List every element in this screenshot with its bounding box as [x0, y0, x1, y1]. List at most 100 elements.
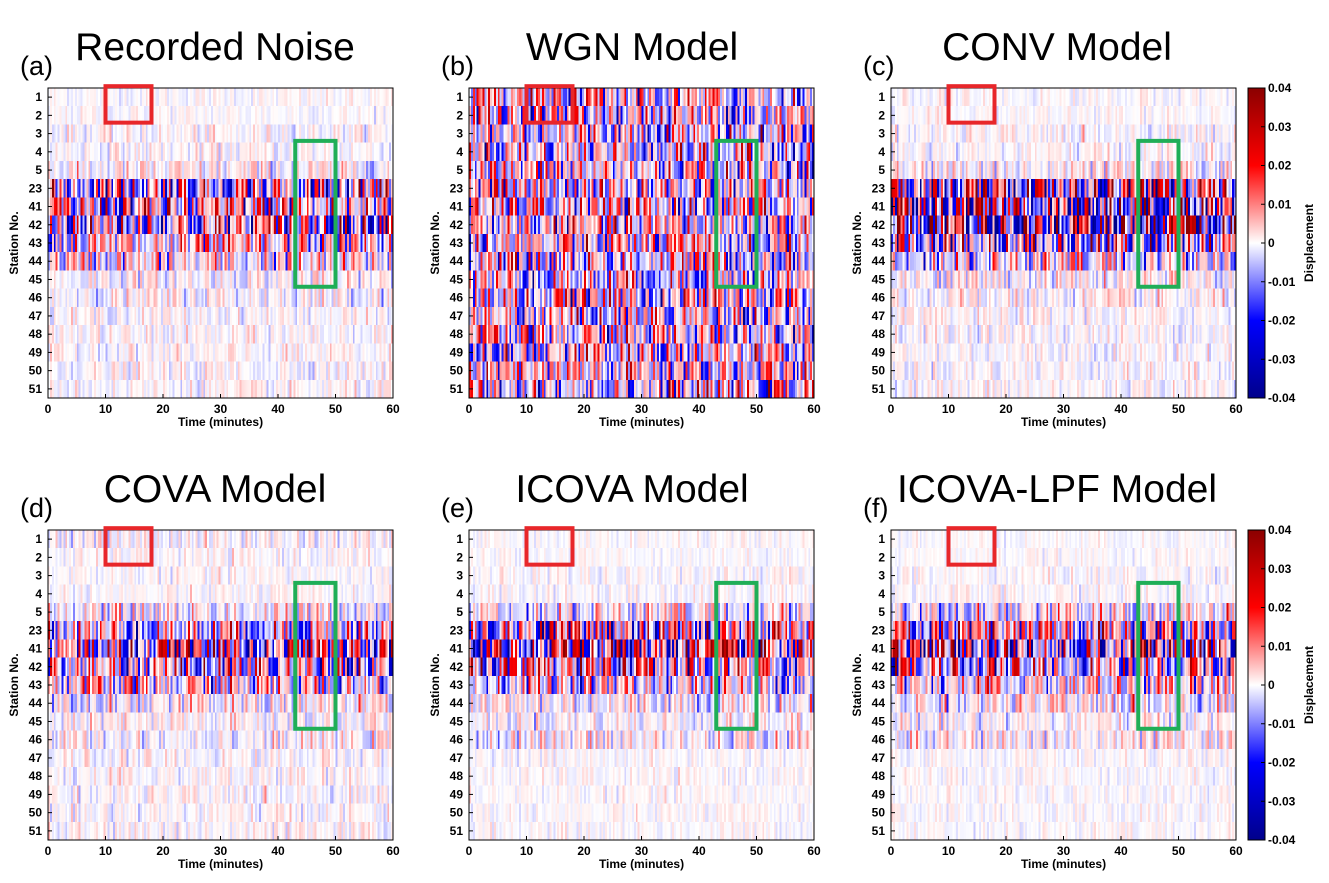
y-tick-label: 1	[878, 90, 885, 104]
colorbar-tick-label: 0.02	[1268, 159, 1292, 173]
y-tick-label: 1	[35, 532, 42, 546]
y-tick-label: 47	[450, 309, 464, 323]
y-tick-label: 3	[35, 569, 42, 583]
y-tick-label: 23	[29, 623, 43, 637]
panel-title: COVA Model	[104, 468, 327, 511]
green-highlight-box	[293, 138, 338, 289]
x-tick-label: 30	[214, 402, 228, 416]
x-tick-label: 20	[577, 844, 591, 858]
y-tick-label: 44	[29, 254, 43, 268]
colorbar-tick-label: 0.03	[1268, 120, 1292, 134]
x-tick-label: 40	[692, 844, 706, 858]
y-tick-label: 4	[456, 587, 463, 601]
y-tick-label: 3	[456, 569, 463, 583]
x-axis-label: Time (minutes)	[599, 415, 684, 429]
colorbar-tick-label: 0.04	[1268, 523, 1292, 537]
x-tick-label: 50	[1172, 844, 1186, 858]
x-tick-label: 0	[888, 844, 895, 858]
colorbar-tick-label: -0.01	[1268, 275, 1296, 289]
green-highlight-box	[714, 580, 759, 731]
y-tick-label: 42	[450, 660, 464, 674]
colorbar-tick-label: 0.01	[1268, 639, 1292, 653]
y-tick-label: 2	[456, 108, 463, 122]
y-tick-label: 4	[35, 587, 42, 601]
y-tick-label: 48	[29, 769, 43, 783]
x-axis-label: Time (minutes)	[178, 857, 263, 871]
y-tick-label: 45	[29, 714, 43, 728]
y-tick-label: 46	[872, 291, 886, 305]
y-tick-label: 4	[878, 587, 885, 601]
y-tick-label: 51	[872, 382, 886, 396]
panel-title: ICOVA-LPF Model	[897, 468, 1217, 511]
x-tick-label: 30	[1057, 402, 1071, 416]
y-tick-label: 43	[29, 678, 43, 692]
y-tick-label: 51	[29, 824, 43, 838]
x-tick-label: 40	[271, 402, 285, 416]
y-tick-label: 2	[878, 108, 885, 122]
y-tick-label: 41	[872, 200, 886, 214]
y-tick-label: 5	[456, 163, 463, 177]
x-axis-label: Time (minutes)	[599, 857, 684, 871]
y-tick-label: 45	[450, 272, 464, 286]
colorbar-tick-label: 0.03	[1268, 562, 1292, 576]
x-tick-label: 60	[1229, 402, 1243, 416]
colorbar-tick-label: -0.01	[1268, 717, 1296, 731]
x-axis-label: Time (minutes)	[1021, 415, 1106, 429]
y-tick-label: 50	[872, 364, 886, 378]
colorbar-tick-label: -0.02	[1268, 314, 1296, 328]
y-tick-label: 44	[29, 696, 43, 710]
y-tick-label: 23	[872, 181, 886, 195]
y-tick-label: 45	[872, 714, 886, 728]
y-tick-label: 2	[35, 550, 42, 564]
panel-letter: (e)	[441, 493, 474, 523]
x-tick-label: 10	[942, 402, 956, 416]
y-axis-label: Station No.	[850, 211, 864, 274]
y-tick-label: 43	[872, 236, 886, 250]
y-tick-label: 23	[450, 181, 464, 195]
y-tick-label: 1	[878, 532, 885, 546]
panel-letter: (d)	[20, 493, 53, 523]
y-tick-label: 1	[456, 532, 463, 546]
y-tick-label: 51	[450, 382, 464, 396]
x-tick-label: 40	[1114, 402, 1128, 416]
panel-letter: (a)	[20, 51, 53, 81]
x-axis-label: Time (minutes)	[178, 415, 263, 429]
heatmap-cells	[891, 530, 1236, 840]
y-tick-label: 49	[450, 787, 464, 801]
y-tick-label: 49	[450, 345, 464, 359]
y-tick-label: 42	[29, 218, 43, 232]
y-tick-label: 48	[29, 327, 43, 341]
colorbar-tick-label: 0.02	[1268, 601, 1292, 615]
x-tick-label: 20	[577, 402, 591, 416]
red-highlight-box	[103, 526, 154, 567]
y-tick-label: 5	[878, 605, 885, 619]
y-axis-label: Station No.	[428, 653, 442, 716]
y-tick-label: 5	[878, 163, 885, 177]
y-axis-label: Station No.	[428, 211, 442, 274]
y-tick-label: 49	[29, 787, 43, 801]
y-tick-label: 23	[29, 181, 43, 195]
x-tick-label: 20	[999, 844, 1013, 858]
x-tick-label: 20	[156, 844, 170, 858]
heatmap-cells	[891, 88, 1236, 398]
x-tick-label: 40	[1114, 844, 1128, 858]
colorbar-tick-label: -0.04	[1268, 391, 1296, 405]
y-axis-label: Station No.	[7, 211, 21, 274]
colorbar-tick-label: -0.04	[1268, 833, 1296, 847]
x-tick-label: 60	[386, 402, 400, 416]
y-tick-label: 23	[872, 623, 886, 637]
y-tick-label: 50	[450, 806, 464, 820]
y-tick-label: 50	[450, 364, 464, 378]
y-tick-label: 45	[872, 272, 886, 286]
x-axis-label: Time (minutes)	[1021, 857, 1106, 871]
y-tick-label: 43	[450, 678, 464, 692]
y-tick-label: 47	[872, 309, 886, 323]
x-tick-label: 30	[635, 844, 649, 858]
x-tick-label: 0	[466, 844, 473, 858]
y-tick-label: 50	[872, 806, 886, 820]
